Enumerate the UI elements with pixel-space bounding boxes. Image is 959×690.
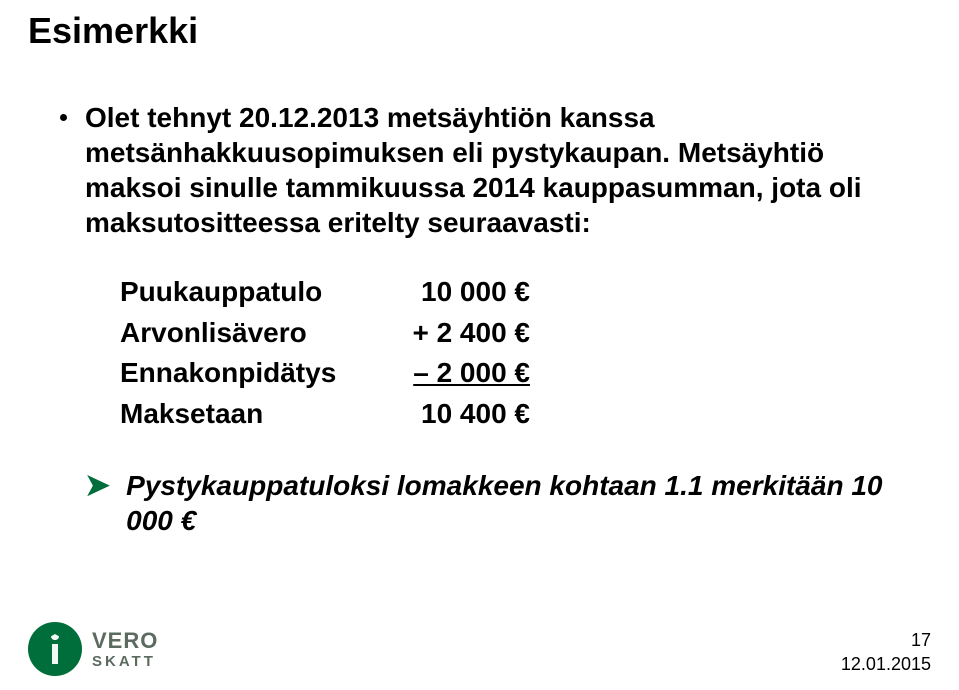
table-row: Arvonlisävero + 2 400 € [120,313,899,354]
row-label: Puukauppatulo [120,272,390,313]
page-number: 17 [841,629,931,652]
vero-logo: VERO SKATT [28,622,158,676]
slide-meta: 17 12.01.2015 [841,629,931,676]
table-row: Puukauppatulo 10 000 € [120,272,899,313]
row-label: Maksetaan [120,394,390,435]
row-label: Ennakonpidätys [120,353,390,394]
bullet-icon [60,114,67,121]
slide-body: Olet tehnyt 20.12.2013 metsäyhtiön kanss… [60,100,899,538]
logo-line1: VERO [92,630,158,652]
row-value: + 2 400 € [390,313,530,354]
row-value: 10 400 € [390,394,530,435]
slide-date: 12.01.2015 [841,653,931,676]
conclusion-row: ➤ Pystykauppatuloksi lomakkeen kohtaan 1… [85,468,899,538]
bullet-item: Olet tehnyt 20.12.2013 metsäyhtiön kanss… [60,100,899,240]
row-value: 10 000 € [390,272,530,313]
row-value: – 2 000 € [390,353,530,394]
logo-line2: SKATT [92,654,158,669]
slide-footer: VERO SKATT 17 12.01.2015 [28,622,931,676]
bullet-text: Olet tehnyt 20.12.2013 metsäyhtiön kanss… [85,100,899,240]
arrow-icon: ➤ [85,468,110,504]
slide-title: Esimerkki [28,10,198,52]
table-row: Maksetaan 10 400 € [120,394,899,435]
amount-breakdown: Puukauppatulo 10 000 € Arvonlisävero + 2… [120,272,899,434]
row-label: Arvonlisävero [120,313,390,354]
logo-text: VERO SKATT [92,630,158,669]
logo-badge-icon [28,622,82,676]
table-row: Ennakonpidätys – 2 000 € [120,353,899,394]
conclusion-text: Pystykauppatuloksi lomakkeen kohtaan 1.1… [126,468,899,538]
